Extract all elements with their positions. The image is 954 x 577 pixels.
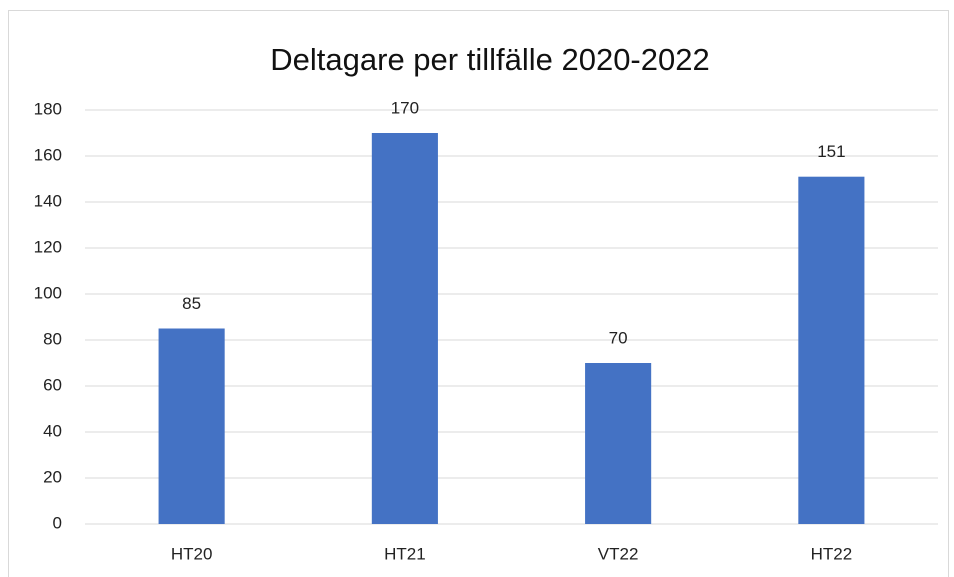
x-tick-label: VT22	[598, 544, 639, 563]
data-label: 170	[391, 98, 419, 117]
y-tick-label: 120	[34, 237, 62, 256]
y-tick-label: 20	[43, 467, 62, 486]
y-tick-label: 100	[34, 283, 62, 302]
y-tick-label: 180	[34, 99, 62, 118]
bar	[585, 363, 652, 524]
chart-title: Deltagare per tillfälle 2020-2022	[270, 42, 709, 77]
data-label: 151	[817, 142, 845, 161]
y-tick-label: 80	[43, 329, 62, 348]
y-tick-label: 0	[53, 513, 62, 532]
x-tick-label: HT22	[811, 544, 853, 563]
data-label: 70	[609, 328, 628, 347]
y-tick-label: 60	[43, 375, 62, 394]
y-tick-label: 140	[34, 191, 62, 210]
y-tick-label: 40	[43, 421, 62, 440]
x-tick-label: HT20	[171, 544, 213, 563]
bar	[798, 176, 865, 524]
bar	[371, 133, 438, 524]
y-tick-label: 160	[34, 145, 62, 164]
x-tick-label: HT21	[384, 544, 426, 563]
data-label: 85	[182, 294, 201, 313]
bar	[158, 328, 225, 524]
